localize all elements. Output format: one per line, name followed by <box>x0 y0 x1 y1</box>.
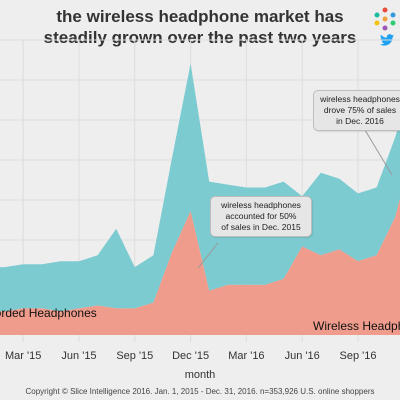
x-axis-label: month <box>184 369 216 381</box>
x-tick-label: Mar '16 <box>228 350 264 362</box>
chart-title: the wireless headphone market has steadi… <box>0 6 400 48</box>
x-tick-label: Jun '15 <box>61 350 96 362</box>
callout-pointer-dec-2016 <box>361 124 393 176</box>
callout-dec-2015-line-2: accounted for 50% <box>225 211 297 221</box>
callout-dec-2015-line-1: wireless headphones <box>221 200 301 210</box>
x-tick-label: Sep '15 <box>116 350 153 362</box>
callout-dec-2015: wireless headphones accounted for 50% of… <box>210 196 312 237</box>
wireless-headphones-area <box>0 198 400 335</box>
slice-logo-icon <box>374 7 396 31</box>
x-tick-label: Mar '15 <box>5 350 41 362</box>
x-axis-ticks: Mar '15 Jun '15 Sep '15 Dec '15 Mar '16 Jun '… <box>5 350 376 362</box>
callout-dec-2016: wireless headphones drove 75% of sales i… <box>313 90 400 131</box>
corded-headphones-area <box>0 63 400 312</box>
callout-dec-2016-line-3: in Dec. 2016 <box>336 116 384 126</box>
corded-headphones-label: Corded Headphones <box>0 306 97 320</box>
callout-pointer-dec-2015 <box>197 242 219 269</box>
chart-title-line-1: the wireless headphone market has <box>56 7 344 26</box>
callout-dec-2015-line-3: of sales in Dec. 2015 <box>221 222 301 232</box>
copyright-note: Copyright © Slice Intelligence 2016. Jan… <box>25 387 375 396</box>
x-tick-label: Sep '16 <box>340 350 377 362</box>
chart-title-line-2: steadily grown over the past two years <box>43 28 357 47</box>
callout-dec-2016-line-1: wireless headphones <box>320 94 400 104</box>
x-tick-label: Jun '16 <box>285 350 320 362</box>
x-tick-label: Dec '15 <box>172 350 209 362</box>
wireless-headphones-label: Wireless Headphones <box>313 319 400 333</box>
callout-dec-2016-line-2: drove 75% of sales <box>323 105 397 115</box>
